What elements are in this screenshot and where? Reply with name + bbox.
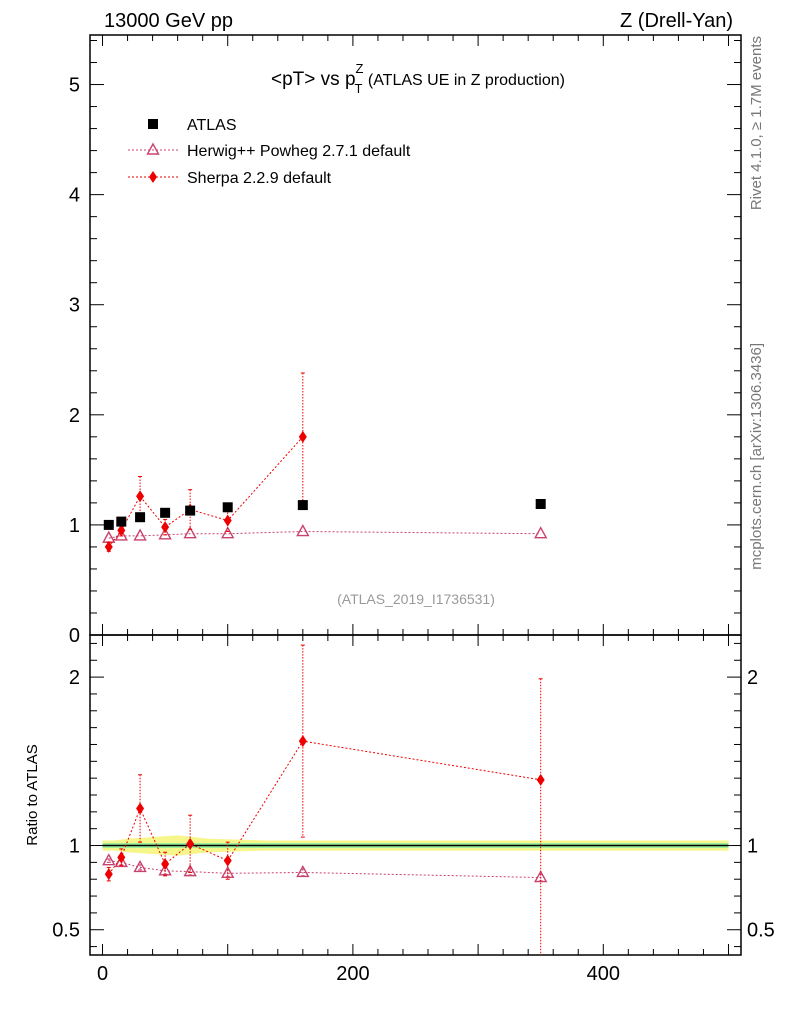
sherpa-ratio-point: [136, 802, 145, 815]
legend: ATLAS Herwig++ Powheg 2.7.1 default Sherpa…: [128, 117, 411, 187]
main-y-tick-label: 1: [69, 515, 80, 537]
main-y-tick-label: 5: [69, 75, 80, 97]
chart-title-rest: (ATLAS UE in Z production): [363, 72, 565, 89]
legend-label: ATLAS: [187, 117, 237, 134]
chart-title-sub: T: [355, 81, 363, 96]
atlas-point: [185, 505, 196, 516]
header-right: Z (Drell-Yan): [620, 10, 733, 32]
herwig-point: [534, 526, 548, 539]
sherpa-point: [223, 514, 232, 527]
ratio-plot-data: [102, 644, 548, 955]
sherpa-line: [108, 436, 304, 548]
chart-title: <pT> vs pTZ (ATLAS UE in Z production): [271, 61, 565, 96]
chart-title-main: <pT> vs p: [271, 69, 356, 90]
herwig-ratio-point: [133, 859, 147, 873]
sherpa-ratio-point: [223, 854, 232, 867]
herwig-line: [108, 531, 541, 539]
main-y-tick-label: 0: [69, 625, 80, 647]
sherpa-ratio-point: [536, 773, 545, 786]
legend-label: Sherpa 2.2.9 default: [187, 170, 332, 187]
legend-label: Herwig++ Powheg 2.7.1 default: [187, 143, 411, 160]
x-tick-label: 200: [336, 963, 369, 985]
ratio-uncertainty-band: [102, 835, 729, 856]
sherpa-point: [104, 540, 113, 553]
atlas-point: [297, 500, 308, 511]
sherpa-point: [117, 524, 126, 537]
atlas-point: [116, 516, 127, 527]
axes: 0 200 400 0 1 2 3 4 5 0.5 0.5 1 1 2 2: [52, 35, 775, 985]
ratio-y-tick-label: 1: [69, 836, 80, 858]
sherpa-ratio-line: [108, 740, 541, 875]
ratio-y-tick-label-right: 1: [747, 836, 758, 858]
header-left: 13000 GeV pp: [104, 10, 233, 32]
main-plot-data: [102, 372, 548, 553]
herwig-point: [114, 528, 128, 541]
ratio-y-tick-label: 2: [69, 667, 80, 689]
herwig-ratio-point: [296, 865, 310, 878]
legend-marker: [149, 171, 157, 183]
herwig-point: [158, 527, 172, 540]
sherpa-point: [161, 521, 170, 534]
herwig-ratio-point: [221, 865, 235, 879]
ratio-plot-frame: [89, 634, 742, 956]
x-tick-label: 400: [587, 963, 620, 985]
sherpa-ratio-point: [186, 837, 195, 850]
sherpa-ratio-point: [117, 851, 126, 864]
main-y-tick-label: 3: [69, 295, 80, 317]
ratio-y-tick-label-right: 2: [747, 667, 758, 689]
legend-marker: [148, 119, 158, 129]
ratio-y-tick-label-right: 0.5: [747, 920, 775, 942]
main-y-tick-label: 4: [69, 185, 80, 207]
watermark: (ATLAS_2019_I1736531): [337, 591, 495, 607]
atlas-point: [160, 507, 171, 518]
sherpa-point: [136, 490, 145, 503]
sherpa-point: [298, 430, 307, 443]
sherpa-ratio-point: [298, 735, 307, 748]
ratio-y-tick-label: 0.5: [52, 920, 80, 942]
herwig-ratio-point: [102, 853, 116, 866]
ratio-y-label: Ratio to ATLAS: [24, 744, 41, 845]
atlas-point: [135, 512, 146, 523]
herwig-point: [296, 524, 310, 537]
herwig-ratio-point: [183, 864, 197, 877]
atlas-point: [535, 498, 546, 509]
chart-title-sup: Z: [355, 61, 363, 76]
side-label-mcplots: mcplots.cern.ch [arXiv:1306.3436]: [748, 343, 765, 570]
main-y-tick-label: 2: [69, 405, 80, 427]
herwig-ratio-point: [158, 863, 172, 876]
herwig-point: [221, 526, 235, 539]
atlas-point: [103, 519, 114, 530]
herwig-ratio-point: [534, 870, 548, 883]
herwig-point: [102, 530, 116, 543]
sherpa-ratio-point: [104, 868, 113, 881]
herwig-point: [183, 526, 197, 539]
sherpa-ratio-point: [161, 858, 170, 871]
side-label-rivet: Rivet 4.1.0, ≥ 1.7M events: [748, 36, 765, 210]
legend-marker: [146, 142, 160, 155]
atlas-point: [222, 502, 233, 513]
herwig-ratio-line: [108, 860, 541, 879]
x-tick-label: 0: [97, 963, 108, 985]
herwig-point: [133, 528, 147, 541]
